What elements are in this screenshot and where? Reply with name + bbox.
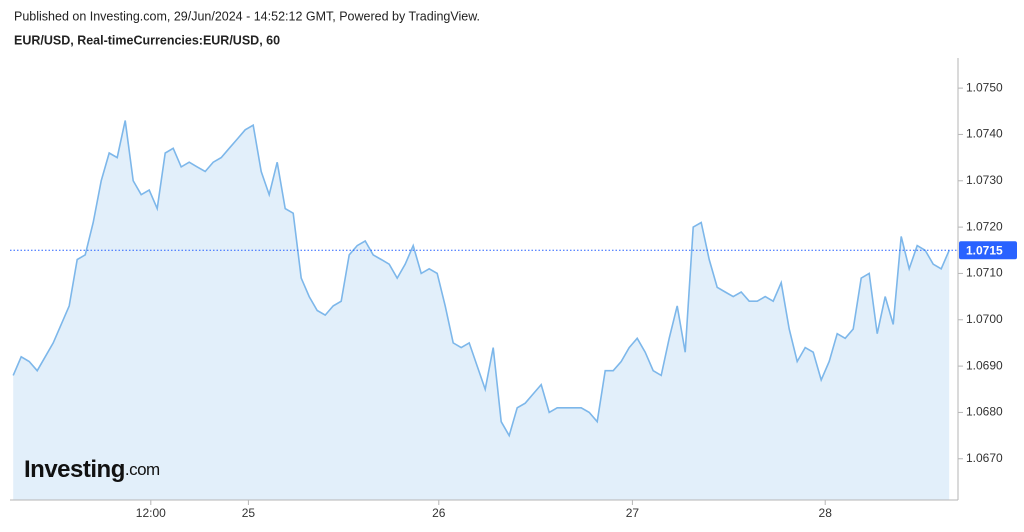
x-tick-label: 12:00 xyxy=(136,506,166,520)
y-tick-label: 1.0750 xyxy=(966,80,1003,94)
y-tick-label: 1.0690 xyxy=(966,358,1003,372)
y-tick-label: 1.0700 xyxy=(966,312,1003,326)
x-tick-label: 25 xyxy=(242,506,256,520)
y-tick-label: 1.0680 xyxy=(966,405,1003,419)
plot xyxy=(12,120,950,500)
x-tick-label: 26 xyxy=(432,506,446,520)
line xyxy=(12,120,950,438)
y-tick-label: 1.0730 xyxy=(966,173,1003,187)
logo: Investing.com xyxy=(24,456,160,483)
chart-subtitle: Published on Investing.com, 29/Jun/2024 … xyxy=(14,9,480,23)
logo-suffix: .com xyxy=(125,460,160,479)
chart-title: EUR/USD, Real-timeCurrencies:EUR/USD, 60 xyxy=(14,33,280,47)
y-tick-label: 1.0720 xyxy=(966,219,1003,233)
y-tick-label: 1.0670 xyxy=(966,451,1003,465)
y-tick-label: 1.0740 xyxy=(966,127,1003,141)
logo-main: Investing xyxy=(24,456,125,483)
x-tick-label: 27 xyxy=(626,506,640,520)
x-tick-label: 28 xyxy=(819,506,833,520)
y-tick-label: 1.0710 xyxy=(966,266,1003,280)
area-fill xyxy=(13,120,950,500)
last-price-label: 1.0715 xyxy=(966,243,1003,257)
last-price-box xyxy=(959,241,1017,260)
